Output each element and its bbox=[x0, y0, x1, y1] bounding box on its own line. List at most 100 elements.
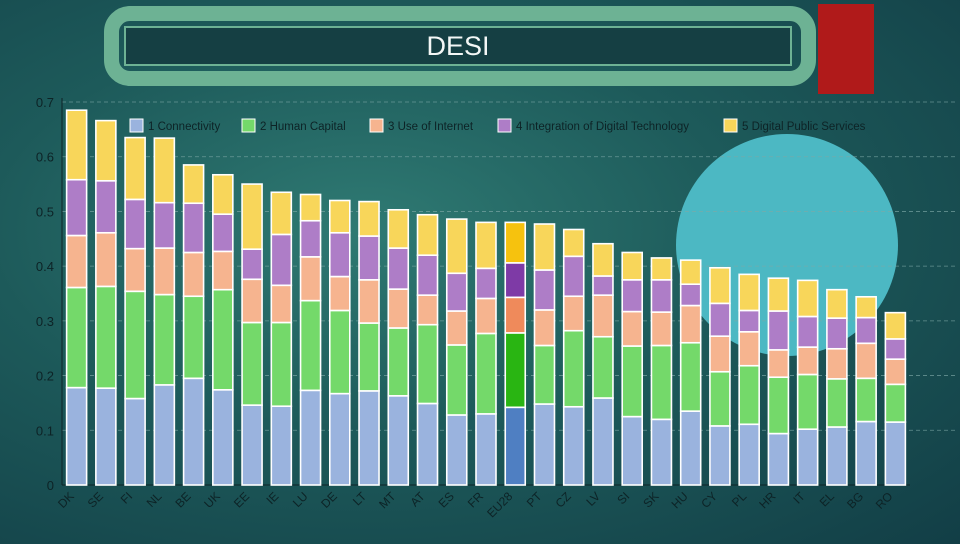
bar-segment bbox=[299, 389, 322, 486]
bar-segment bbox=[328, 392, 351, 486]
x-tick-label: UK bbox=[201, 489, 223, 511]
bar-segment bbox=[270, 233, 293, 287]
x-tick-label: SI bbox=[614, 489, 632, 507]
bar-segment bbox=[299, 193, 322, 222]
bar-segment bbox=[387, 247, 410, 290]
bar-segment bbox=[767, 310, 790, 351]
bar-segment bbox=[533, 403, 556, 486]
bar-segment bbox=[299, 219, 322, 258]
bar-segment bbox=[358, 390, 380, 486]
bar-segment bbox=[738, 273, 760, 312]
bar-segment bbox=[562, 329, 585, 408]
bar-segment bbox=[767, 277, 790, 312]
bar-segment bbox=[65, 386, 88, 486]
bar-segment bbox=[709, 425, 731, 486]
bar-segment bbox=[884, 311, 907, 340]
y-tick-label: 0.5 bbox=[36, 204, 54, 219]
legend-swatch bbox=[723, 118, 738, 133]
bar-segment bbox=[445, 414, 468, 486]
bar-segment bbox=[95, 119, 117, 182]
x-tick-label: LT bbox=[350, 489, 370, 509]
bar-segment bbox=[124, 247, 146, 293]
bar-segment bbox=[767, 349, 790, 379]
bar-segment bbox=[592, 335, 614, 399]
bar-segment bbox=[621, 345, 644, 418]
x-tick-label: NL bbox=[144, 489, 165, 510]
bar-segment bbox=[884, 383, 907, 423]
x-tick-label: HU bbox=[669, 489, 691, 511]
bar-segment bbox=[416, 213, 439, 256]
legend-swatch bbox=[129, 118, 144, 133]
bar-segment bbox=[592, 397, 614, 486]
y-tick-label: 0.7 bbox=[36, 95, 54, 110]
bar-segment bbox=[182, 295, 205, 380]
x-tick-label: EL bbox=[817, 489, 838, 510]
x-tick-label: DE bbox=[318, 489, 340, 511]
bar-segment bbox=[650, 311, 673, 347]
bar-segment bbox=[95, 179, 117, 234]
bar-segment bbox=[738, 330, 760, 367]
bar-segment bbox=[153, 247, 176, 296]
bar-segment bbox=[679, 341, 702, 412]
bar-segment bbox=[884, 338, 907, 360]
bar-segment bbox=[796, 279, 819, 318]
x-tick-label: DK bbox=[55, 489, 77, 511]
bar-segment bbox=[182, 377, 205, 486]
bar-segment bbox=[621, 415, 644, 486]
legend-swatch bbox=[497, 118, 512, 133]
bar-segment bbox=[65, 234, 88, 289]
bar-segment bbox=[504, 296, 527, 334]
bar-segment bbox=[796, 373, 819, 430]
bar-segment bbox=[679, 410, 702, 486]
x-tick-label: RO bbox=[873, 489, 896, 512]
x-tick-label: EU28 bbox=[484, 489, 515, 520]
bar-segment bbox=[416, 254, 439, 296]
bar-segment bbox=[182, 251, 205, 298]
bar-segment bbox=[65, 178, 88, 237]
bar-segment bbox=[533, 269, 556, 311]
bar-segment bbox=[270, 284, 293, 324]
bar-segment bbox=[679, 304, 702, 344]
bar-segment bbox=[504, 221, 527, 264]
bar-segment bbox=[826, 347, 848, 380]
x-tick-label: FI bbox=[118, 489, 135, 506]
x-tick-label: ES bbox=[436, 489, 457, 510]
x-tick-label: IE bbox=[264, 489, 282, 507]
legend-swatch bbox=[369, 118, 384, 133]
y-tick-label: 0.3 bbox=[36, 314, 54, 329]
bar-segment bbox=[533, 223, 556, 271]
x-tick-label: SE bbox=[85, 489, 106, 510]
bar-segment bbox=[270, 405, 293, 486]
x-tick-label: CZ bbox=[553, 489, 574, 510]
bar-segment bbox=[124, 290, 146, 400]
bar-segment bbox=[65, 109, 88, 181]
bar-segment bbox=[621, 279, 644, 313]
bar-segment bbox=[153, 201, 176, 249]
bar-segment bbox=[475, 297, 497, 335]
bar-segment bbox=[562, 255, 585, 298]
slide-title: DESI bbox=[124, 26, 792, 66]
bar-segment bbox=[796, 428, 819, 486]
bar-segment bbox=[124, 136, 146, 201]
bar-segment bbox=[826, 378, 848, 428]
bar-segment bbox=[212, 388, 234, 486]
bar-segment bbox=[153, 293, 176, 386]
bar-segment bbox=[212, 288, 234, 391]
bar-segment bbox=[738, 364, 760, 426]
x-tick-label: EE bbox=[231, 489, 252, 510]
y-tick-label: 0.1 bbox=[36, 423, 54, 438]
x-tick-label: CY bbox=[698, 489, 720, 511]
y-tick-label: 0.6 bbox=[36, 150, 54, 165]
bar-segment bbox=[826, 317, 848, 350]
x-tick-label: LV bbox=[583, 489, 603, 509]
bar-segment bbox=[182, 164, 205, 205]
bar-segment bbox=[328, 275, 351, 312]
bar-segment bbox=[182, 202, 205, 254]
bar-segment bbox=[212, 173, 234, 215]
bar-segment bbox=[562, 295, 585, 332]
bar-segment bbox=[212, 250, 234, 291]
bar-segment bbox=[738, 423, 760, 486]
bar-segment bbox=[387, 208, 410, 249]
bar-segment bbox=[855, 342, 877, 380]
bar-segment bbox=[328, 231, 351, 278]
